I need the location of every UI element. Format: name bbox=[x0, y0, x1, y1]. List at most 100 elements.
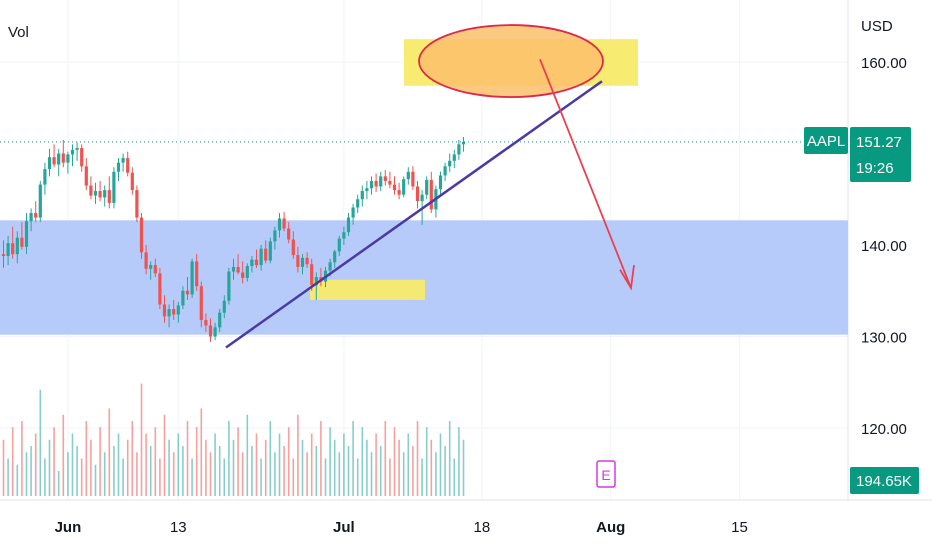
candle-body bbox=[162, 304, 167, 317]
volume-bar bbox=[163, 414, 166, 496]
x-axis: Jun 13 Jul 18 Aug 15 bbox=[55, 519, 748, 536]
candle-body bbox=[443, 166, 447, 176]
candle-body bbox=[213, 327, 217, 337]
candle bbox=[24, 212, 29, 255]
volume-bar bbox=[2, 439, 5, 496]
x-tick-label: Jul bbox=[333, 519, 355, 536]
candle bbox=[89, 176, 93, 200]
volume-bar bbox=[453, 458, 456, 496]
candle-body bbox=[429, 180, 433, 210]
candle bbox=[70, 144, 75, 167]
candle-body bbox=[149, 265, 153, 269]
trendline[interactable] bbox=[225, 80, 603, 349]
volume-bar bbox=[25, 452, 28, 496]
candle-body bbox=[291, 239, 295, 256]
candle-body bbox=[47, 157, 52, 170]
ticker-label: AAPL bbox=[807, 133, 845, 150]
volume-bar bbox=[338, 452, 341, 496]
volume-bar bbox=[379, 446, 382, 496]
candle bbox=[144, 245, 148, 275]
candle-body bbox=[29, 212, 33, 222]
candle bbox=[52, 144, 56, 168]
candle-body bbox=[388, 180, 392, 185]
candle bbox=[149, 261, 153, 280]
volume-bar bbox=[122, 458, 124, 496]
candle bbox=[241, 261, 245, 284]
volume-bar bbox=[168, 439, 170, 496]
candle-body bbox=[57, 153, 61, 165]
candle bbox=[75, 142, 79, 161]
candle bbox=[461, 137, 466, 152]
candlestick-series bbox=[1, 137, 466, 342]
candle bbox=[369, 176, 374, 195]
candle bbox=[397, 182, 401, 200]
volume-bar bbox=[209, 452, 212, 496]
candle bbox=[305, 252, 309, 268]
candle bbox=[282, 212, 286, 232]
candle bbox=[66, 151, 70, 174]
candle bbox=[61, 139, 65, 168]
x-tick-label: 13 bbox=[170, 519, 187, 536]
volume-bar bbox=[274, 452, 276, 496]
candle bbox=[379, 171, 383, 192]
candle-body bbox=[383, 176, 387, 181]
volume-bar bbox=[315, 446, 318, 496]
candle bbox=[429, 171, 433, 213]
candle bbox=[204, 313, 208, 332]
volume-bar bbox=[44, 458, 46, 496]
down-arrow[interactable] bbox=[539, 58, 635, 291]
candle bbox=[402, 176, 406, 198]
candle-body bbox=[61, 153, 65, 163]
volume-bar bbox=[191, 458, 193, 496]
candle-body bbox=[411, 171, 415, 187]
candle bbox=[222, 295, 226, 319]
volume-bar bbox=[67, 452, 69, 496]
candle-body bbox=[296, 255, 300, 267]
volume-bar bbox=[11, 427, 14, 496]
candle-body bbox=[6, 243, 10, 256]
candle-body bbox=[52, 157, 56, 165]
candle bbox=[374, 173, 378, 192]
volume-bar bbox=[145, 433, 147, 496]
volume-bar bbox=[90, 439, 92, 496]
volume-bar bbox=[71, 433, 74, 496]
volume-bar bbox=[324, 458, 327, 496]
candle-body bbox=[356, 199, 360, 208]
candle bbox=[195, 254, 199, 291]
price-badge[interactable]: 151.27 19:26 bbox=[850, 127, 911, 182]
candle bbox=[268, 237, 272, 264]
volume-bar bbox=[7, 458, 9, 496]
price-badge-bg bbox=[850, 127, 911, 182]
volume-bar bbox=[76, 446, 78, 496]
candle bbox=[43, 162, 47, 195]
candle bbox=[351, 203, 355, 225]
target-ellipse[interactable] bbox=[418, 24, 604, 98]
candle-body bbox=[75, 148, 79, 150]
retest-zone-rect[interactable] bbox=[310, 279, 425, 300]
candle bbox=[457, 139, 461, 160]
y-tick-label: 120.00 bbox=[861, 421, 907, 438]
volume-bar bbox=[356, 458, 359, 496]
ticker-badge[interactable]: AAPL bbox=[804, 127, 848, 154]
candle-body bbox=[121, 158, 125, 163]
volume-bar bbox=[255, 433, 258, 496]
volume-bar bbox=[361, 427, 364, 496]
candle bbox=[121, 153, 125, 172]
candle-body bbox=[20, 237, 24, 247]
candle bbox=[185, 277, 190, 300]
candle bbox=[392, 176, 397, 195]
earnings-marker[interactable]: E bbox=[596, 460, 616, 488]
y-tick-label: 140.00 bbox=[861, 238, 907, 255]
candle-body bbox=[420, 194, 424, 202]
candle bbox=[365, 180, 369, 200]
candle-body bbox=[185, 290, 190, 295]
volume-bar bbox=[260, 458, 262, 496]
support-zone-rect[interactable] bbox=[0, 220, 848, 335]
candle bbox=[57, 148, 61, 177]
candle bbox=[167, 304, 171, 328]
candle bbox=[245, 263, 249, 282]
volume-badge[interactable]: 194.65K bbox=[850, 467, 919, 494]
volume-bar bbox=[370, 452, 373, 496]
candle-body bbox=[158, 273, 162, 305]
